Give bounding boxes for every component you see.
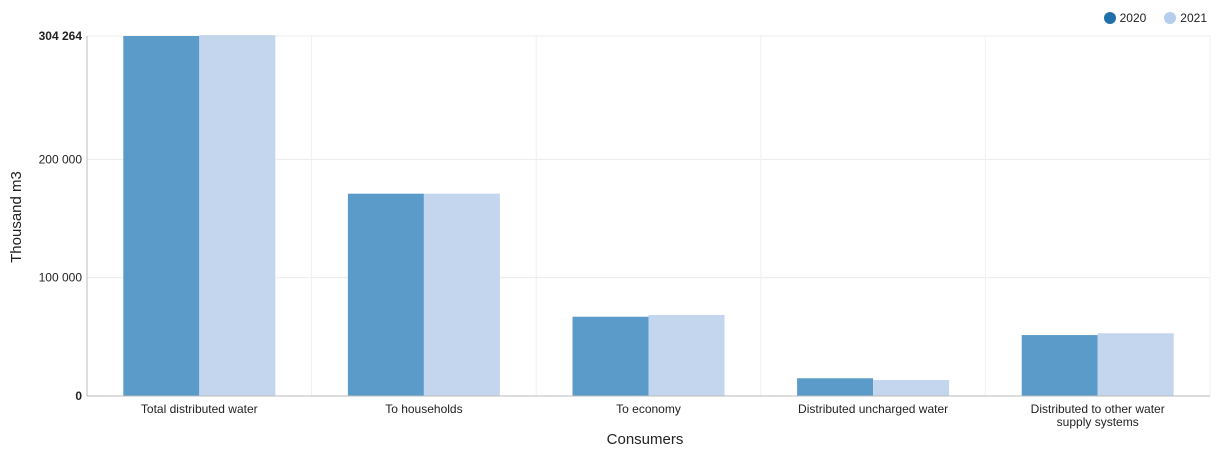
legend-item-2021[interactable]: 2021 xyxy=(1164,11,1207,25)
bar-2020-4 xyxy=(1021,335,1098,396)
bar-2020-1 xyxy=(347,193,424,396)
y-tick-label: 100 000 xyxy=(39,271,83,285)
legend-swatch-2020 xyxy=(1103,12,1116,24)
bar-2020-0 xyxy=(123,36,200,396)
y-axis-title: Thousand m3 xyxy=(8,171,25,263)
legend-label-2021: 2021 xyxy=(1180,11,1207,25)
x-axis-title: Consumers xyxy=(607,431,684,448)
x-tick-label: Distributed uncharged water xyxy=(798,402,948,416)
x-tick-label: Distributed to other water supply systems xyxy=(1031,402,1165,429)
bar-2020-3 xyxy=(797,378,874,396)
y-tick-label: 304 264 xyxy=(39,29,83,43)
y-tick-label: 200 000 xyxy=(39,152,83,166)
legend-item-2020[interactable]: 2020 xyxy=(1103,11,1147,25)
x-tick-label: To households xyxy=(385,402,462,416)
bar-2020-2 xyxy=(572,316,649,396)
bar-2021-1 xyxy=(423,193,500,396)
legend-label-2020: 2020 xyxy=(1119,11,1147,25)
bars xyxy=(123,35,1174,396)
x-tick-label: Total distributed water xyxy=(141,402,258,416)
x-tick-label: To economy xyxy=(616,402,681,416)
y-tick-label: 0 xyxy=(75,389,82,403)
axes xyxy=(86,36,1210,397)
bar-2021-3 xyxy=(873,380,950,396)
bar-2021-0 xyxy=(199,35,276,396)
axis-labels: 0 100 000 200 000 304 264 Total distributed … xyxy=(39,29,1165,429)
bar-2021-4 xyxy=(1097,333,1174,396)
legend-swatch-2021 xyxy=(1164,12,1177,24)
chart-legend: 2020 2021 xyxy=(1103,11,1207,25)
bar-2021-2 xyxy=(648,314,725,396)
